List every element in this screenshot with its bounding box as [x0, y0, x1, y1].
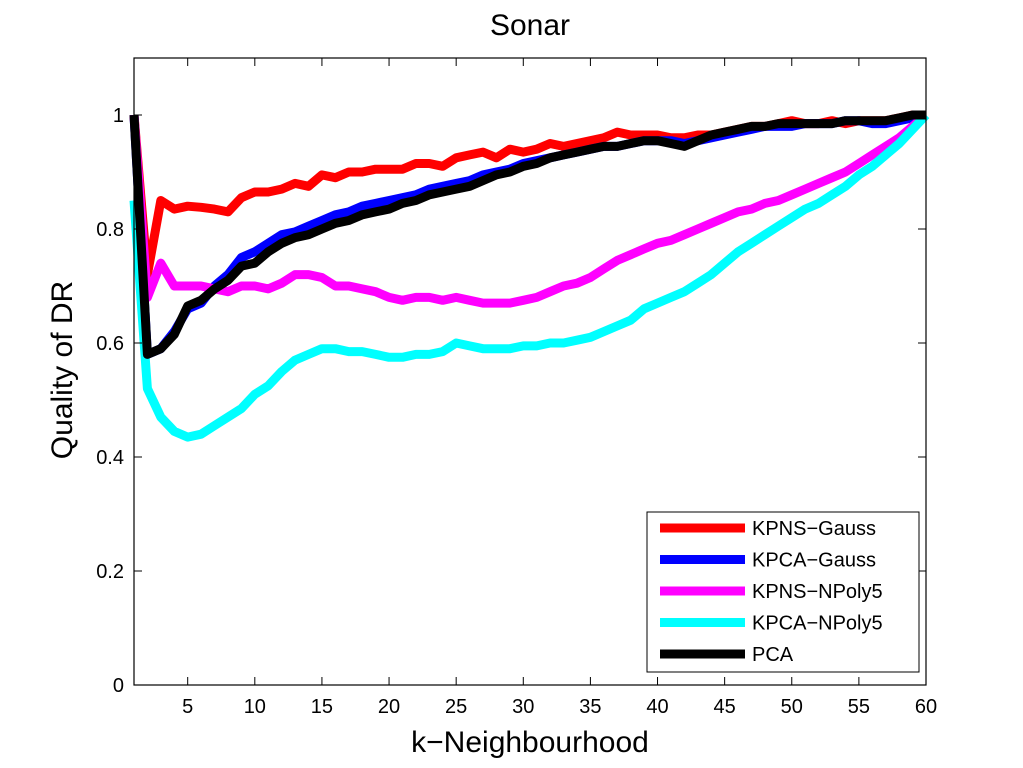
legend-label: KPNS−NPoly5: [752, 581, 883, 603]
y-tick-label: 0.6: [96, 333, 124, 355]
series-layer: [129, 110, 930, 442]
y-ticks: 0 0.2 0.4 0.6 0.8 1: [96, 105, 926, 697]
x-tick-label: 40: [646, 696, 668, 718]
legend-items: KPNS−Gauss KPCA−Gauss KPNS−NPoly5 KPCA−NPol…: [660, 518, 883, 666]
x-tick-label: 35: [579, 696, 601, 718]
x-tick-label: 5: [182, 696, 193, 718]
y-tick-label: 1: [113, 105, 124, 127]
x-tick-label: 45: [714, 696, 736, 718]
y-tick-label: 0: [113, 675, 124, 697]
x-tick-label: 55: [848, 696, 870, 718]
x-ticks: 5 10 15 20 25 30 35 40 45 50 55 60: [182, 58, 937, 718]
x-tick-label: 15: [311, 696, 333, 718]
x-tick-label: 50: [781, 696, 803, 718]
legend-label: KPCA−NPoly5: [752, 613, 883, 635]
x-tick-label: 30: [512, 696, 534, 718]
series-line-3: [129, 111, 929, 308]
legend-label: KPCA−Gauss: [752, 550, 876, 572]
y-axis-label: Quality of DR: [46, 281, 79, 459]
series-line-4: [129, 111, 930, 442]
chart-title: Sonar: [490, 9, 570, 42]
legend: KPNS−Gauss KPCA−Gauss KPNS−NPoly5 KPCA−NPol…: [646, 511, 920, 673]
y-tick-label: 0.2: [96, 561, 124, 583]
legend-label: PCA: [752, 644, 794, 666]
series-line-5: [129, 110, 926, 359]
x-tick-label: 25: [445, 696, 467, 718]
x-tick-label: 60: [915, 696, 937, 718]
x-axis-label: k−Neighbourhood: [411, 726, 649, 759]
x-tick-label: 10: [244, 696, 266, 718]
y-tick-label: 0.8: [96, 219, 124, 241]
axes-box: [133, 57, 927, 686]
legend-label: KPNS−Gauss: [752, 518, 876, 540]
y-tick-label: 0.4: [96, 447, 124, 469]
x-tick-label: 20: [378, 696, 400, 718]
